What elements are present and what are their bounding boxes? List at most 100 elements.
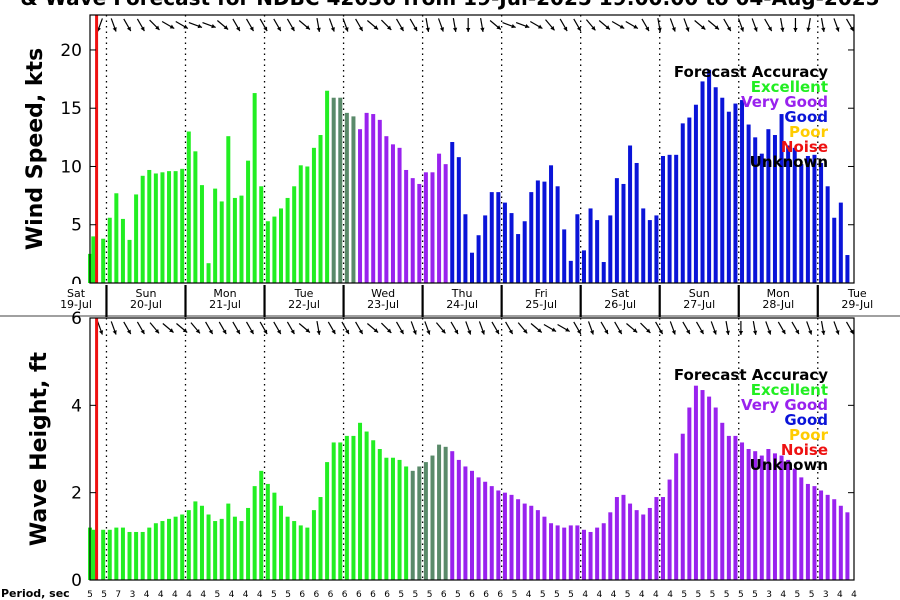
wind-bar <box>496 192 501 283</box>
wind-direction-arrow <box>833 18 840 32</box>
wind-bar <box>740 100 745 283</box>
wave-bar <box>134 531 139 580</box>
wind-direction-arrow <box>573 18 582 32</box>
wave-legend-entry: Excellent <box>751 381 828 399</box>
wave-bar <box>549 523 554 580</box>
wind-bar <box>180 168 185 283</box>
period-value: 5 <box>413 590 419 600</box>
period-value: 5 <box>809 590 815 600</box>
wind-bar <box>680 123 685 283</box>
period-value: 4 <box>582 590 588 600</box>
wave-bar <box>581 529 586 580</box>
day-date: 23-Jul <box>367 298 399 311</box>
wave-bar <box>430 455 435 580</box>
wave-bar <box>489 486 494 580</box>
period-value: 4 <box>851 590 857 600</box>
wind-direction-arrow <box>559 18 568 32</box>
wind-direction-arrow <box>380 19 392 31</box>
wind-direction-arrow <box>136 18 145 32</box>
wind-bar <box>272 216 277 283</box>
day-band-background <box>0 284 900 317</box>
wave-bar <box>470 470 474 580</box>
period-value: 5 <box>427 590 433 600</box>
wind-bar <box>542 181 547 283</box>
wind-bar <box>753 137 758 283</box>
wind-bar <box>621 183 626 283</box>
period-value: 4 <box>526 590 532 600</box>
day-name: Mon <box>767 287 790 300</box>
wave-direction-arrow <box>669 321 676 335</box>
wind-direction-arrow <box>452 18 458 32</box>
period-value: 5 <box>681 590 687 600</box>
wave-y-label: Wave Height, ft <box>27 351 52 546</box>
wave-direction-arrow <box>491 321 500 335</box>
wave-bar <box>344 435 349 580</box>
wind-direction-arrow <box>259 18 268 32</box>
wave-bar <box>384 457 389 580</box>
wave-direction-arrow <box>543 323 557 333</box>
wave-bar <box>812 486 817 580</box>
wind-direction-arrow <box>845 18 855 32</box>
wind-bar <box>160 172 165 283</box>
wave-bar <box>687 407 692 580</box>
wind-direction-arrow <box>425 18 430 32</box>
wave-bar <box>555 525 560 580</box>
period-value: 5 <box>87 590 93 600</box>
wind-direction-arrow <box>489 20 502 30</box>
wave-bar <box>120 527 125 580</box>
wave-bar <box>292 521 297 580</box>
day-date: 27-Jul <box>683 298 715 311</box>
wind-direction-arrow <box>149 19 160 31</box>
day-date: 21-Jul <box>209 298 241 311</box>
wave-direction-arrow <box>587 321 594 335</box>
wind-bar <box>252 93 257 283</box>
wave-direction-arrow <box>820 321 826 335</box>
wave-direction-arrow <box>162 323 174 333</box>
period-value: 5 <box>696 590 702 600</box>
wave-direction-arrow <box>316 321 321 335</box>
wind-bar <box>437 153 442 283</box>
wind-direction-arrow <box>502 22 516 29</box>
wind-bar <box>581 250 586 283</box>
period-value: 5 <box>738 590 744 600</box>
wave-bar <box>634 510 639 580</box>
wind-bar <box>305 166 310 283</box>
wave-ytick-label: 6 <box>71 309 82 329</box>
wave-bar <box>311 510 316 580</box>
wind-ytick-label: 15 <box>60 99 82 119</box>
period-value: 6 <box>299 590 305 600</box>
wave-bar <box>358 422 363 580</box>
wind-legend-entry: Poor <box>789 123 829 141</box>
wind-direction-arrow <box>123 18 132 32</box>
wave-bar <box>680 433 685 580</box>
wave-direction-arrow <box>366 323 379 333</box>
period-value: 6 <box>328 590 334 600</box>
wind-bar <box>417 183 422 283</box>
wave-bar <box>219 518 224 580</box>
wind-direction-arrow <box>641 18 650 32</box>
wave-bar <box>377 449 382 580</box>
wind-direction-arrow <box>202 22 216 29</box>
period-value: 5 <box>101 590 107 600</box>
period-value: 3 <box>130 590 136 600</box>
wave-direction-arrow <box>725 321 730 335</box>
wind-bar <box>733 103 738 283</box>
wave-bar <box>819 490 824 580</box>
wind-bar <box>819 162 824 283</box>
period-value: 5 <box>710 590 716 600</box>
wind-direction-arrow <box>316 18 321 32</box>
wave-bar <box>805 483 810 580</box>
wind-bar <box>483 215 488 283</box>
wind-bar <box>713 87 718 284</box>
wave-bar <box>456 459 461 580</box>
day-date: 28-Jul <box>762 298 794 311</box>
wave-bar <box>786 459 791 580</box>
period-value: 5 <box>398 590 404 600</box>
wind-bar <box>318 135 323 283</box>
wave-bar <box>529 505 534 580</box>
wind-bar <box>476 235 481 283</box>
wind-panel-background <box>90 15 854 283</box>
period-value: 5 <box>512 590 518 600</box>
